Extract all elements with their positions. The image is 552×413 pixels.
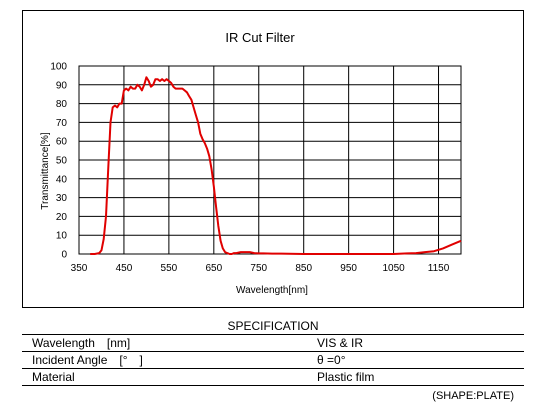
spec-table: Wavelength [nm] VIS & IR Incident Angle … xyxy=(22,334,524,386)
y-tick-label: 100 xyxy=(50,62,67,73)
spec-value: θ =0° xyxy=(307,351,524,369)
y-tick-label: 60 xyxy=(56,137,68,148)
x-tick-labels: 350 450 550 650 750 850 950 1050 1150 xyxy=(71,263,450,274)
spec-row: Wavelength [nm] VIS & IR xyxy=(22,334,524,352)
y-tick-label: 10 xyxy=(56,231,68,242)
x-tick-label: 950 xyxy=(340,263,357,274)
spec-label: Material xyxy=(22,368,307,386)
y-tick-label: 20 xyxy=(56,212,68,223)
spec-row: Material Plastic film xyxy=(22,368,524,386)
spec-label: Incident Angle [° ] xyxy=(22,351,307,369)
y-tick-label: 80 xyxy=(56,99,68,110)
spec-value: Plastic film xyxy=(307,368,524,386)
series-line xyxy=(90,76,462,255)
grid xyxy=(78,65,462,255)
chart-svg: IR Cut Filter 0 10 20 30 40 50 60 70 80 90 100 350… xyxy=(40,30,462,296)
x-tick-label: 1150 xyxy=(428,263,450,274)
x-tick-label: 450 xyxy=(116,263,133,274)
chart-panel: IR Cut Filter 0 10 20 30 40 50 60 70 80 90 100 350… xyxy=(22,10,524,308)
x-tick-label: 350 xyxy=(71,263,88,274)
y-tick-labels: 0 10 20 30 40 50 60 70 80 90 100 xyxy=(50,62,67,261)
y-tick-label: 90 xyxy=(56,80,68,91)
spec-row: Incident Angle [° ] θ =0° xyxy=(22,351,524,369)
shape-note: (SHAPE:PLATE) xyxy=(432,390,514,402)
spec-title: SPECIFICATION xyxy=(227,319,319,333)
y-tick-label: 50 xyxy=(56,156,68,167)
y-tick-label: 30 xyxy=(56,193,68,204)
x-tick-label: 1050 xyxy=(382,263,405,274)
x-tick-label: 850 xyxy=(295,263,312,274)
x-axis-label: Wavelength[nm] xyxy=(236,285,308,296)
chart-title: IR Cut Filter xyxy=(225,30,295,45)
y-tick-label: 0 xyxy=(61,250,67,261)
y-tick-label: 40 xyxy=(56,174,68,185)
spec-label: Wavelength [nm] xyxy=(22,334,307,352)
spec-value: VIS & IR xyxy=(307,334,524,352)
x-tick-label: 650 xyxy=(205,263,222,274)
y-axis-label: Transmittance[%] xyxy=(40,132,51,210)
x-tick-label: 550 xyxy=(161,263,178,274)
y-tick-label: 70 xyxy=(56,118,68,129)
x-tick-label: 750 xyxy=(250,263,267,274)
specification-panel: SPECIFICATION Wavelength [nm] VIS & IR I… xyxy=(22,318,524,402)
